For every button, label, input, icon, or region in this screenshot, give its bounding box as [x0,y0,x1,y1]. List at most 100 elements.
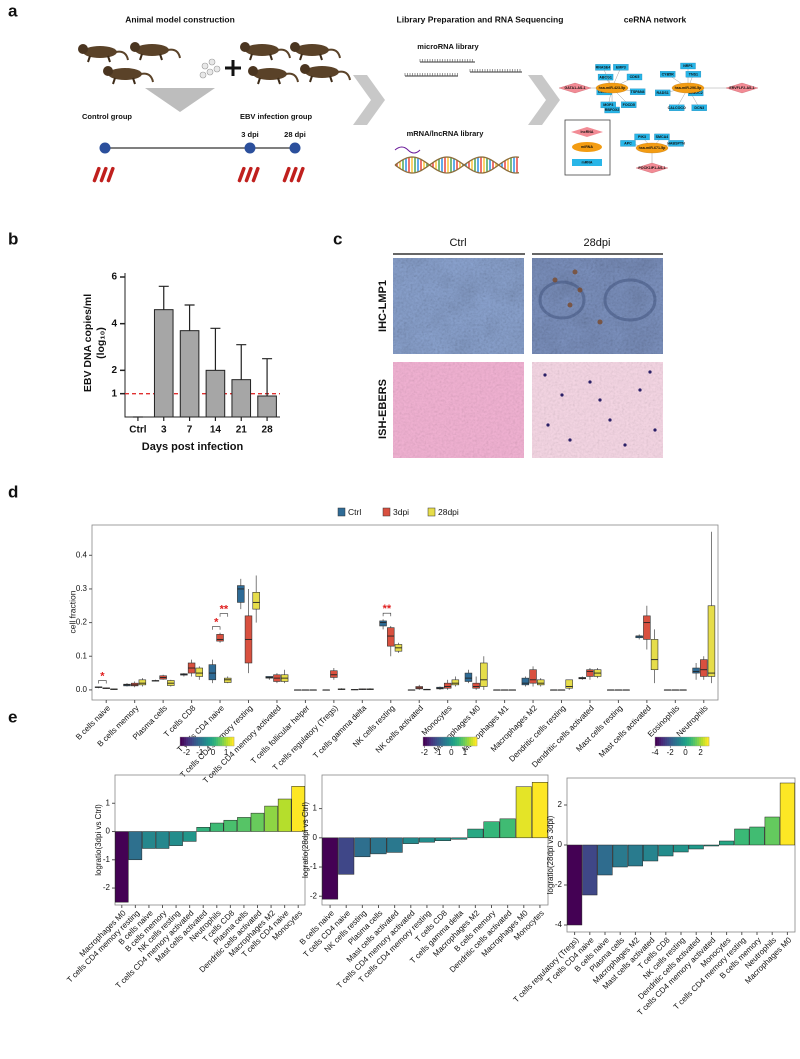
bar [386,837,403,853]
colorbar-tick-label: -2 [667,748,675,757]
bar [719,840,735,846]
mrna-node [621,101,637,108]
colorbar-segment [188,737,191,746]
bar [223,819,238,832]
animal-icon [248,66,299,85]
animal-legs [139,53,163,61]
colorbar-segment [230,737,233,746]
colorbar-segment [681,737,684,746]
bar [483,821,500,839]
x-tick-label: 14 [210,425,222,436]
box-body [472,682,480,689]
animal-body [135,44,169,56]
animal-icon [130,42,181,61]
y-tick-label: 1 [106,798,111,807]
animal-body [253,68,287,80]
mrna-label: RBFOX2 [605,108,620,112]
panel-label: a [8,1,18,20]
animal-legs [249,53,273,61]
colorbar-segment [703,737,706,746]
y-axis-label: logratio(28dpi vs Ctrl) [301,802,310,878]
bar [155,831,170,849]
x-tick-label: Ctrl [129,425,146,436]
y-tick-label: -1 [103,855,111,864]
mrna-node [691,104,707,111]
legend-mrna [572,159,602,166]
colorbar-segment [198,737,201,746]
colorbar-segment [467,737,470,746]
bar [338,837,355,875]
colorbar-tick-label: -2 [421,748,429,757]
y-tick-label: 0 [313,833,318,842]
animal-head [248,66,258,76]
significance-mark: ** [383,603,392,615]
eber-signal [546,423,550,427]
y-tick-label: -4 [555,920,563,929]
process-arrow [528,75,560,125]
colorbar-segment [699,737,702,746]
section-title: Library Preparation and RNA Sequencing [397,14,564,24]
mrna-node [626,73,643,81]
colorbar-tick-label: 1 [463,748,468,757]
colorbar-segment [427,737,430,746]
timepoint-dot [289,142,301,154]
eber-signal [568,438,572,442]
rna-strand [394,146,421,154]
animal-legs [299,53,323,61]
micrograph-texture [532,362,663,458]
plot-frame [91,524,719,701]
animal-head [290,42,300,52]
error-bar [236,344,247,380]
animal-legs [112,77,136,85]
bar [567,844,583,926]
blood-tube [251,166,260,183]
section-title: Animal model construction [125,14,235,24]
x-tick-label: 21 [236,425,248,436]
blood-tube [92,166,101,183]
colorbar-segment [210,737,213,746]
blood-tube [296,166,305,183]
lncrna-label: ERVFLF2-AS-1 [729,86,754,90]
colorbar-frame [422,736,478,747]
colorbar-segment [192,737,195,746]
animal-legs [87,55,111,63]
colorbar-segment [471,737,474,746]
box-body [480,662,488,687]
bar [451,837,468,840]
panel-label: e [8,707,17,726]
box-body [707,605,716,677]
bar [764,816,780,846]
bar [179,330,200,418]
mrna-label: APC [624,142,632,146]
y-tick-label: -1 [310,862,318,871]
significance-mark: ** [220,604,229,616]
y-tick-label: 0.2 [76,618,88,627]
x-tick-label: T cells gamma delta [311,703,368,760]
legend-label: Ctrl [348,507,361,517]
colorbar-segment [441,737,444,746]
colorbar-tick-label: -1 [434,748,442,757]
colorbar-segment [701,737,704,746]
legend-label: 28dpi [438,507,459,517]
bar [531,782,548,839]
mrna-label: DCN3 [694,106,704,110]
animal-tail [327,48,341,59]
box-body [537,679,545,686]
colorbar-segment [655,737,658,746]
micrograph-texture [393,362,524,458]
animal-body [83,46,117,58]
colorbar-tick-label: 1 [224,748,229,757]
blood-tube [289,166,298,183]
eber-signal [560,393,564,397]
bar [257,395,277,418]
box-body [379,620,387,627]
plot-frame [114,774,306,906]
row-header: IHC-LMP1 [377,280,389,332]
animal-head [78,44,88,54]
colorbar-segment [671,737,674,746]
significance-bracket [382,612,392,617]
colorbar-segment [433,737,436,746]
bar [277,798,292,832]
colorbar-segment [463,737,466,746]
virus-particle [199,71,207,79]
